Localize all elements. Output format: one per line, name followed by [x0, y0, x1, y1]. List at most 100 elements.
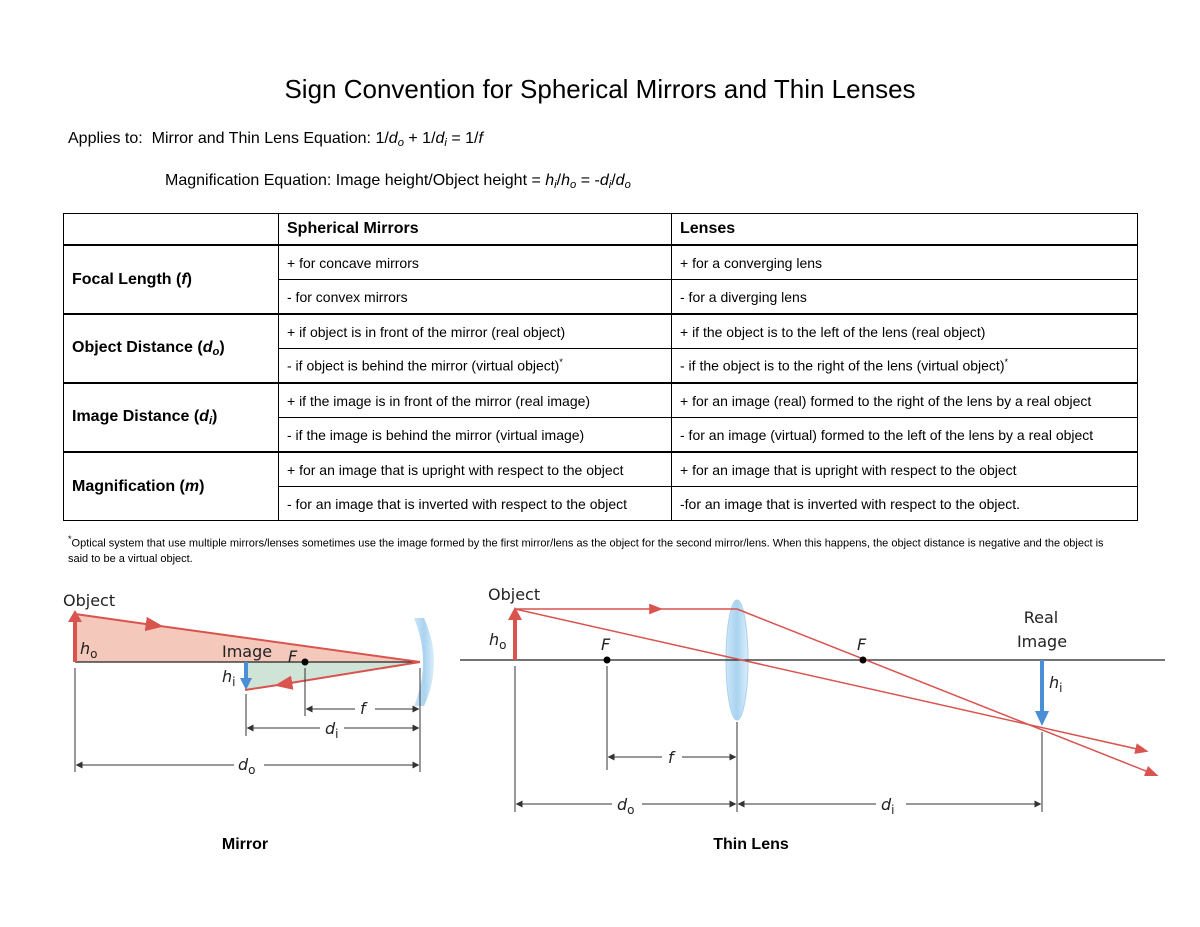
label: di [325, 719, 339, 741]
title: Sign Convention for Spherical Mirrors an… [284, 74, 916, 104]
cell: + if the object is to the left of the le… [671, 313, 1138, 349]
sub: o [627, 803, 634, 817]
cell: + for concave mirrors [278, 244, 672, 280]
row-label: Object Distance (do) [63, 313, 279, 384]
row-label: Magnification (m) [63, 451, 279, 521]
cell: + for an image that is upright with resp… [671, 451, 1138, 487]
label: F [601, 635, 611, 654]
ray [74, 613, 164, 632]
footnote: *Optical system that use multiple mirror… [68, 532, 1108, 567]
label-name: Magnification ( [72, 477, 185, 495]
eq: h [545, 172, 555, 189]
sym: d [617, 795, 628, 814]
eq: o [397, 136, 404, 149]
cell: - for an image (virtual) formed to the l… [671, 417, 1138, 453]
cell-text: - if object is behind the mirror (virtua… [287, 357, 560, 374]
focus-point [301, 658, 309, 666]
eq: 1/ [375, 130, 389, 147]
eq: = - [576, 172, 600, 189]
label: F [857, 635, 867, 654]
eq: / [556, 172, 562, 189]
label: di [881, 795, 895, 817]
eq: i [444, 136, 447, 149]
object-arrow-head [68, 610, 82, 622]
eq: i [608, 178, 612, 191]
cell-mark: * [1004, 357, 1009, 368]
eq: o [624, 178, 631, 191]
sym: h [489, 630, 499, 649]
label-close: ) [219, 339, 225, 357]
cell: - for convex mirrors [278, 279, 672, 315]
label-symbol: f [181, 270, 187, 288]
label: f [360, 699, 368, 718]
label-close: ) [186, 270, 192, 288]
footnote-mark: * [68, 534, 72, 544]
sym: d [238, 755, 249, 774]
cell-text: - if the object is to the right of the l… [680, 357, 1005, 374]
focus-point [603, 656, 611, 664]
cell: - if object is behind the mirror (virtua… [278, 348, 672, 384]
ray [244, 684, 279, 691]
label: hi [1049, 673, 1062, 695]
sub: i [335, 727, 338, 741]
sub: o [499, 638, 506, 652]
lens-diagram: Object ho F F Real Image hi f do di Thin… [460, 585, 1165, 853]
label: hi [222, 667, 235, 689]
image-arrow-head [240, 678, 252, 690]
header-cell: Spherical Mirrors [278, 213, 672, 246]
caption: Thin Lens [713, 836, 789, 853]
cell: - for a diverging lens [671, 279, 1138, 315]
row-label: Focal Length (f) [63, 244, 279, 315]
row-label: Image Distance (di) [63, 382, 279, 453]
label: ho [80, 639, 97, 661]
cell: - if the image is behind the mirror (vir… [278, 417, 672, 453]
equation-name: Mirror and Thin Lens Equation: [151, 130, 371, 147]
ray [514, 608, 1149, 754]
cell: + for an image (real) formed to the righ… [671, 382, 1138, 418]
table-row: - for an image that is inverted with res… [64, 486, 1138, 521]
sym: d [325, 719, 336, 738]
label-symbol: d [202, 339, 213, 357]
label: Object [488, 585, 540, 604]
footnote-text: Optical system that use multiple mirrors… [68, 537, 1104, 565]
header-row: Spherical Mirrors Lenses [63, 213, 1138, 246]
eq: = 1/ [446, 130, 479, 147]
diagrams: Object ho Image F hi f di do Mirror Obje… [63, 585, 1165, 853]
sub: i [1059, 681, 1062, 695]
header-cell: Lenses [671, 213, 1138, 246]
sym: h [1049, 673, 1059, 692]
cell-mark: * [559, 357, 563, 368]
table-row: - for convex mirrors - for a diverging le… [64, 279, 1138, 315]
cell: + if the image is in front of the mirror… [278, 382, 672, 418]
label: Real [1024, 608, 1059, 627]
table-row: Image Distance (di) + if the image is in … [63, 382, 1138, 453]
mirror [414, 618, 434, 706]
label: f [668, 748, 676, 767]
table-row: Object Distance (do) + if object is in fr… [63, 313, 1138, 384]
eq: h [561, 172, 571, 189]
table-row: Magnification (m) + for an image that is … [63, 451, 1138, 521]
label: Image [1017, 632, 1067, 651]
lens-equation: Applies to: Mirror and Thin Lens Equatio… [68, 130, 483, 149]
header-cell [63, 213, 279, 246]
mirror-diagram: Object ho Image F hi f di do Mirror [63, 591, 434, 853]
sub: o [248, 763, 255, 777]
label: do [617, 795, 635, 817]
applies-label: Applies to: [68, 130, 143, 147]
label-close: ) [212, 408, 218, 426]
image-arrow-head [1035, 711, 1049, 726]
eq: i [554, 178, 557, 191]
ray [159, 625, 421, 663]
cell: + for an image that is upright with resp… [278, 451, 672, 487]
sym: h [80, 639, 90, 658]
cell: - for an image that is inverted with res… [278, 486, 672, 521]
eq: d [615, 172, 625, 189]
label-close: ) [199, 477, 205, 495]
label-symbol: m [184, 477, 200, 495]
eq: d [599, 172, 609, 189]
object-arrow-head [508, 607, 522, 620]
table-row: - if the image is behind the mirror (vir… [64, 417, 1138, 453]
label-symbol: d [199, 408, 209, 426]
eq: f [478, 130, 483, 147]
